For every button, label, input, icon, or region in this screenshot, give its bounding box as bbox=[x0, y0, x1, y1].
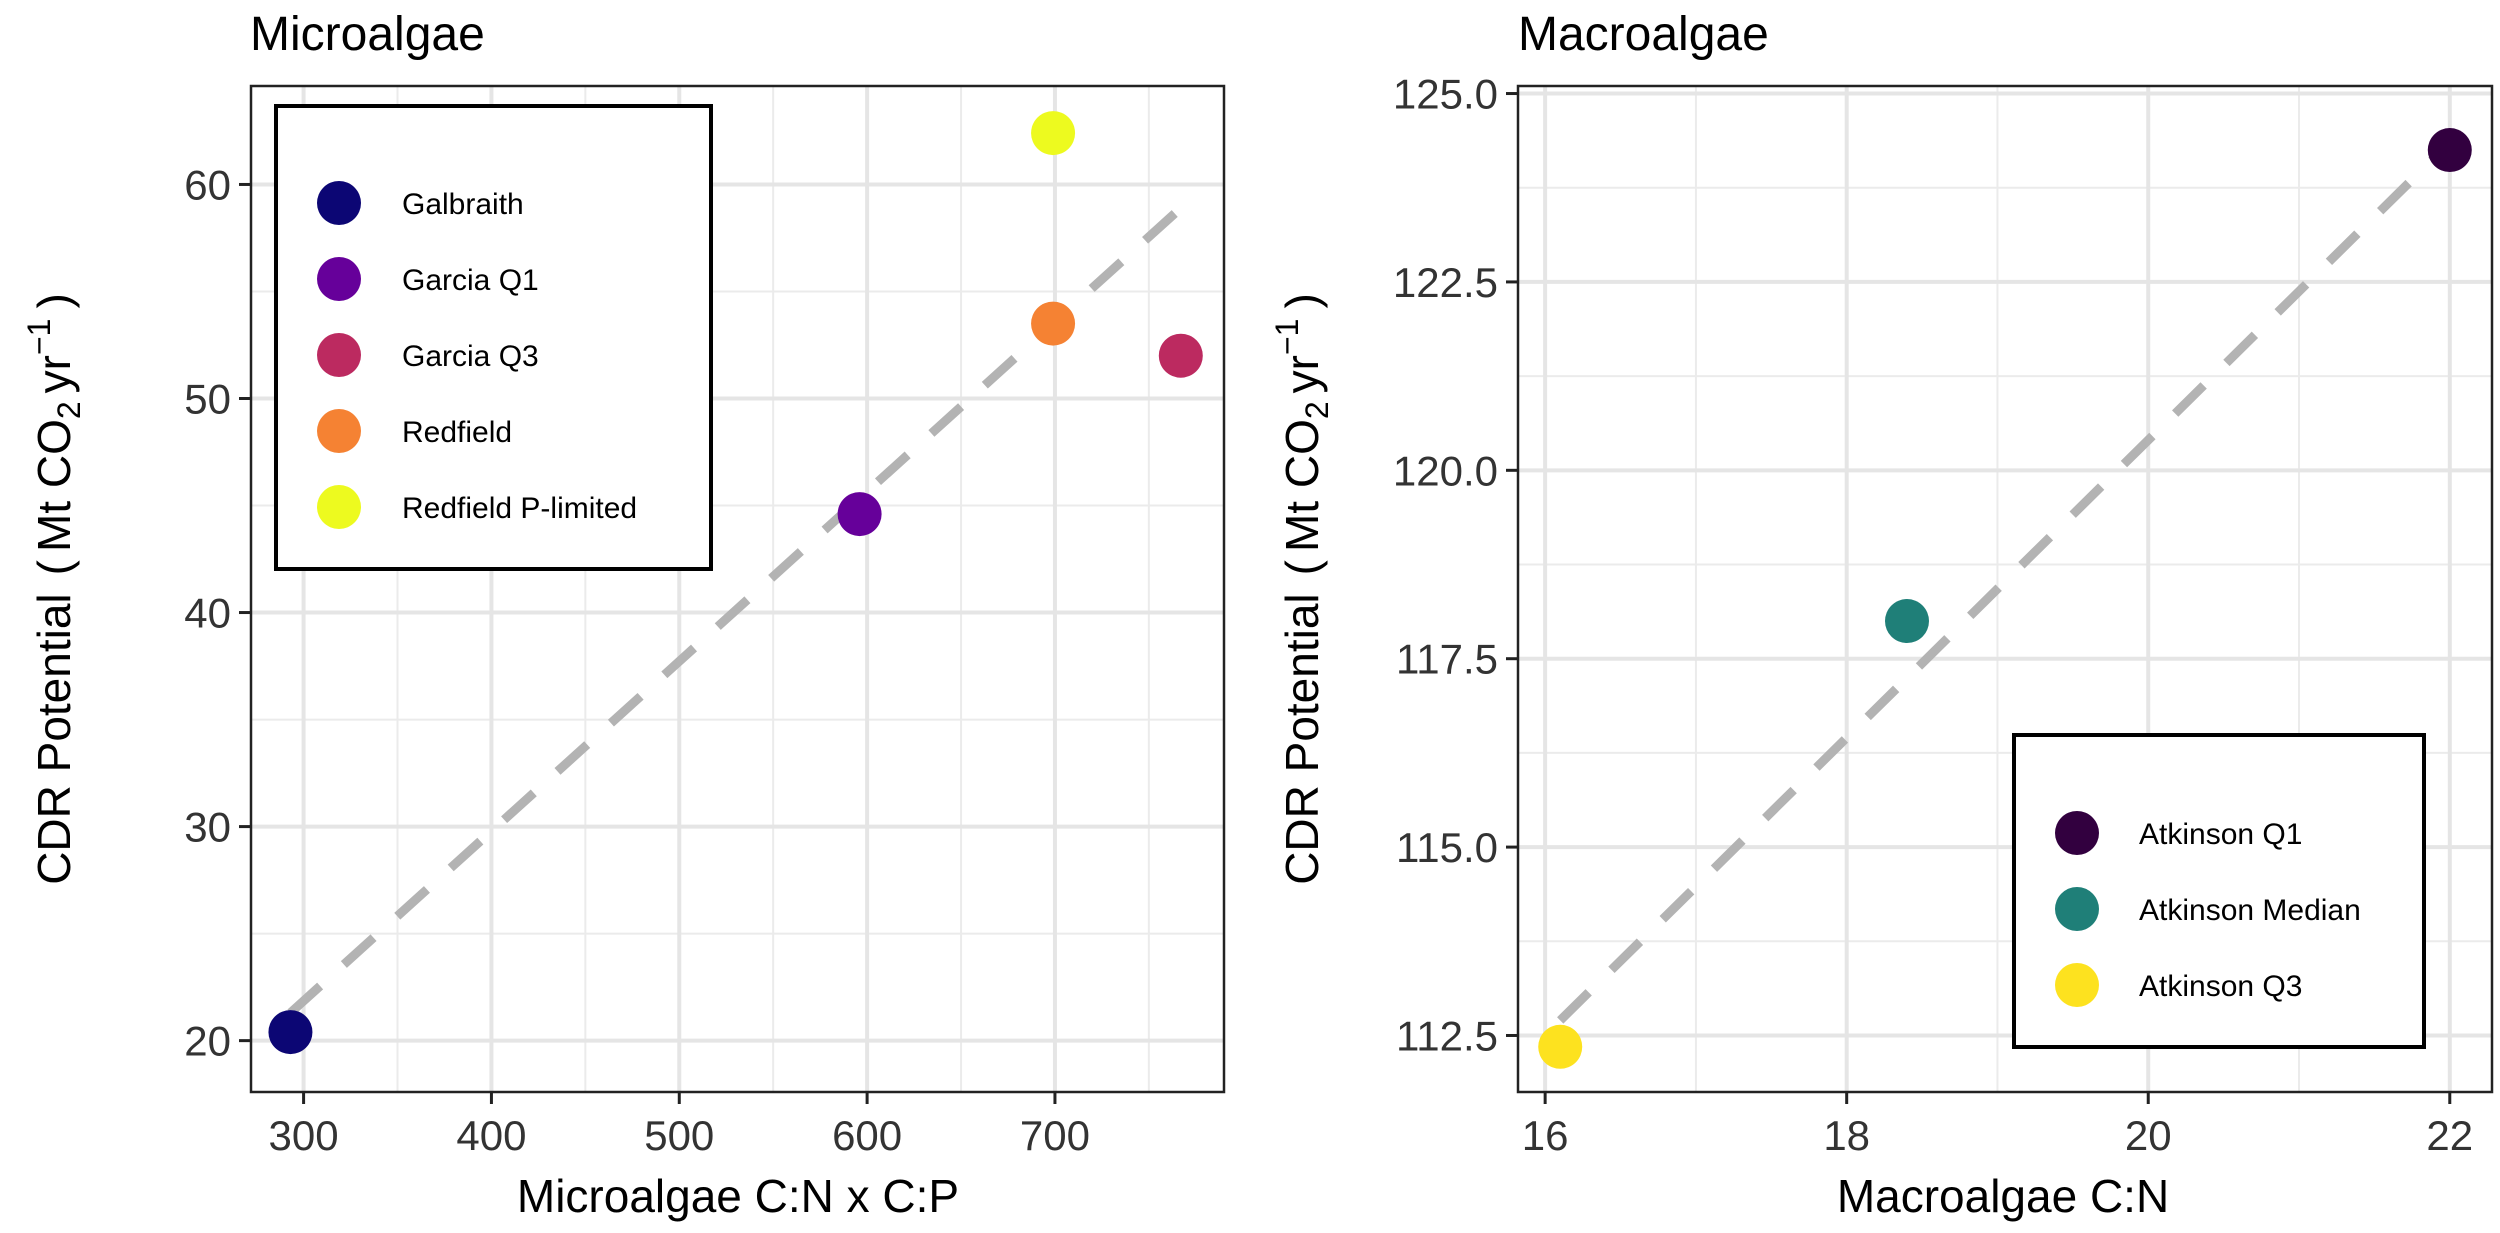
y-axis-title: CDR Potential ( Mt CO2 yr−1) bbox=[21, 293, 87, 885]
y-axis-title-close: ) bbox=[1276, 293, 1328, 308]
x-axis-title: Microalgae C:N x C:P bbox=[517, 1170, 959, 1222]
x-tick-label: 300 bbox=[269, 1112, 339, 1159]
x-tick-label: 400 bbox=[456, 1112, 526, 1159]
panel-title: Macroalgae bbox=[1518, 8, 1769, 61]
legend-swatch bbox=[317, 181, 361, 225]
legend-swatch bbox=[317, 409, 361, 453]
legend-label: Redfield bbox=[402, 416, 512, 449]
y-axis-title-unit: Mt CO bbox=[28, 419, 80, 552]
point-galbraith bbox=[268, 1010, 313, 1055]
legend-label: Garcia Q1 bbox=[402, 264, 539, 297]
y-tick-label: 50 bbox=[184, 376, 231, 423]
y-tick-label: 30 bbox=[184, 804, 231, 851]
y-tick-label: 60 bbox=[184, 161, 231, 208]
panel-macroalgae: 16 18 20 22 112.5 115.0 117.5 120.0 122.5 125.0 Ma… bbox=[1269, 8, 2494, 1222]
y-axis-title-sub: 2 bbox=[1299, 401, 1335, 419]
legend-swatch bbox=[317, 257, 361, 301]
x-tick-label: 16 bbox=[1522, 1112, 1569, 1159]
panel-microalgae: 300 400 500 600 700 20 30 40 50 60 Microalgae Micro… bbox=[21, 8, 1226, 1222]
y-tick-label: 122.5 bbox=[1393, 259, 1498, 306]
plot-border bbox=[1516, 84, 2494, 1094]
y-tick-label: 120.0 bbox=[1393, 447, 1498, 494]
trend-line bbox=[1557, 139, 2453, 1024]
y-axis-title-yr: yr bbox=[28, 355, 80, 393]
x-tick-label: 18 bbox=[1823, 1112, 1870, 1159]
y-tick-label: 115.0 bbox=[1396, 824, 1498, 871]
y-axis-title: CDR Potential ( Mt CO2 yr−1) bbox=[1269, 293, 1335, 885]
y-tick-label: 40 bbox=[184, 590, 231, 637]
point-redfield bbox=[1031, 301, 1076, 346]
legend-swatch bbox=[317, 485, 361, 529]
y-axis-title-sup: −1 bbox=[21, 319, 57, 355]
y-axis-title-sub: 2 bbox=[51, 401, 87, 419]
legend-label: Atkinson Q1 bbox=[2139, 818, 2302, 851]
plot-border bbox=[249, 84, 1226, 1094]
legend-swatch bbox=[2055, 811, 2099, 855]
x-tick-label: 22 bbox=[2426, 1112, 2473, 1159]
legend-label: Galbraith bbox=[402, 188, 524, 221]
x-axis-title: Macroalgae C:N bbox=[1837, 1170, 2169, 1222]
legend-swatch bbox=[317, 333, 361, 377]
panel-title: Microalgae bbox=[250, 8, 485, 61]
legend-label: Redfield P-limited bbox=[402, 492, 637, 525]
trend-line bbox=[287, 204, 1184, 1017]
point-atkinson-q3 bbox=[1538, 1024, 1583, 1069]
legend-swatch bbox=[2055, 887, 2099, 931]
point-atkinson-q1 bbox=[2427, 128, 2472, 173]
point-garcia-q3 bbox=[1158, 333, 1203, 378]
x-tick-label: 20 bbox=[2125, 1112, 2172, 1159]
legend-label: Atkinson Q3 bbox=[2139, 970, 2302, 1003]
legend-label: Atkinson Median bbox=[2139, 894, 2361, 927]
y-axis-title-open: ( bbox=[28, 559, 80, 575]
y-axis-title-main: CDR Potential bbox=[1276, 593, 1328, 884]
legend-swatch bbox=[2055, 963, 2099, 1007]
point-redfield-p-limited bbox=[1031, 111, 1076, 156]
x-tick-label: 500 bbox=[644, 1112, 714, 1159]
y-tick-label: 117.5 bbox=[1396, 636, 1498, 683]
y-axis-title-main: CDR Potential bbox=[28, 593, 80, 884]
legend-label: Garcia Q3 bbox=[402, 340, 539, 373]
x-tick-label: 700 bbox=[1020, 1112, 1090, 1159]
y-axis-title-unit: Mt CO bbox=[1276, 419, 1328, 552]
legend: Galbraith Garcia Q1 Garcia Q3 Redfield Redfi… bbox=[274, 104, 713, 571]
point-garcia-q1 bbox=[837, 492, 882, 537]
x-tick-label: 600 bbox=[832, 1112, 902, 1159]
y-axis-title-close: ) bbox=[28, 293, 80, 308]
legend: Atkinson Q1 Atkinson Median Atkinson Q3 bbox=[2012, 733, 2426, 1049]
y-tick-label: 20 bbox=[184, 1018, 231, 1065]
point-atkinson-median bbox=[1884, 599, 1929, 644]
y-axis-title-yr: yr bbox=[1276, 355, 1328, 393]
y-tick-label: 112.5 bbox=[1396, 1012, 1498, 1059]
y-axis-title-open: ( bbox=[1276, 559, 1328, 575]
y-axis-title-sup: −1 bbox=[1269, 319, 1305, 355]
y-tick-label: 125.0 bbox=[1393, 71, 1498, 118]
